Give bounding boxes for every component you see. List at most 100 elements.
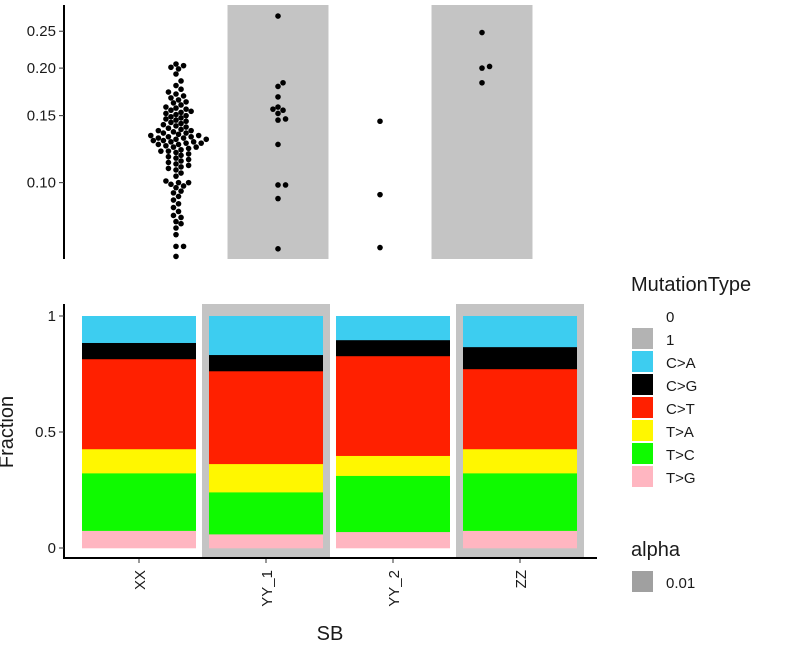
data-point-XX bbox=[173, 105, 179, 111]
data-point-XX bbox=[163, 142, 169, 149]
data-point-YY_1 bbox=[282, 116, 289, 122]
data-point-XX bbox=[175, 193, 182, 200]
bar-segment-XX-T>C bbox=[82, 473, 196, 531]
data-point-XX bbox=[185, 145, 192, 152]
y-tick-label: 0 bbox=[48, 540, 56, 557]
data-point-XX bbox=[155, 135, 162, 141]
y-tick-label: 0.25 bbox=[27, 23, 56, 40]
legend-key-C>A bbox=[632, 351, 653, 372]
legend-key-1 bbox=[632, 328, 653, 349]
data-point-YY_1 bbox=[270, 106, 276, 112]
data-point-XX bbox=[178, 146, 184, 153]
x-tick-label: ZZ bbox=[513, 570, 530, 588]
y-tick-label: 0.20 bbox=[27, 60, 56, 77]
legend-label: T>G bbox=[666, 470, 696, 487]
data-point-YY_1 bbox=[275, 83, 281, 90]
bar-segment-YY_2-T>A bbox=[336, 455, 450, 476]
bar-segment-ZZ-T>C bbox=[463, 473, 577, 531]
data-point-XX bbox=[188, 127, 194, 134]
data-point-XX bbox=[158, 148, 164, 154]
data-point-XX bbox=[160, 130, 167, 136]
data-point-YY_2 bbox=[377, 244, 383, 251]
data-point-XX bbox=[173, 61, 179, 67]
data-point-XX bbox=[178, 158, 184, 164]
legend-label: 1 bbox=[666, 332, 674, 349]
data-point-XX bbox=[165, 133, 172, 140]
data-point-XX bbox=[180, 93, 187, 99]
data-point-XX bbox=[178, 120, 184, 127]
legend-label: C>G bbox=[666, 378, 697, 395]
bar-segment-YY_2-C>G bbox=[336, 339, 450, 357]
data-point-XX bbox=[173, 243, 179, 250]
data-point-YY_2 bbox=[377, 118, 383, 125]
data-point-XX bbox=[185, 156, 192, 163]
bar-segment-XX-T>G bbox=[82, 530, 196, 549]
data-point-XX bbox=[185, 179, 192, 186]
legend-key-alpha bbox=[632, 571, 653, 592]
data-point-XX bbox=[170, 197, 177, 203]
data-point-XX bbox=[185, 151, 192, 157]
bar-segment-ZZ-T>A bbox=[463, 448, 577, 474]
data-point-XX bbox=[160, 121, 167, 128]
data-point-XX bbox=[190, 139, 197, 145]
bar-segment-XX-C>A bbox=[82, 316, 196, 343]
x-axis-title: SB bbox=[317, 623, 344, 645]
data-point-XX bbox=[165, 89, 172, 95]
y-tick-label: 0.5 bbox=[35, 424, 56, 441]
data-point-XX bbox=[178, 214, 184, 221]
data-point-XX bbox=[155, 141, 162, 148]
data-point-XX bbox=[188, 133, 194, 140]
data-point-XX bbox=[173, 136, 179, 143]
data-point-XX bbox=[168, 64, 174, 71]
data-point-XX bbox=[168, 139, 174, 145]
bar-segment-XX-T>A bbox=[82, 448, 196, 474]
bar-segment-YY_1-T>G bbox=[209, 534, 323, 549]
y-axis-title: Fraction bbox=[0, 396, 18, 468]
x-tick-label: XX bbox=[132, 570, 149, 590]
data-point-YY_1 bbox=[275, 195, 281, 202]
data-point-XX bbox=[165, 153, 172, 160]
data-point-XX bbox=[163, 178, 169, 184]
bar-segment-ZZ-C>G bbox=[463, 346, 577, 370]
data-point-XX bbox=[173, 82, 179, 89]
data-point-XX bbox=[163, 116, 169, 122]
data-point-XX bbox=[178, 115, 184, 121]
data-point-XX bbox=[183, 140, 189, 146]
stacked-bar-panel: XX YY_1 YY_2 ZZ 0 0.5 1 bbox=[35, 304, 597, 607]
data-point-XX bbox=[165, 159, 172, 166]
data-point-XX bbox=[198, 140, 204, 146]
legend-key-T>G bbox=[632, 466, 653, 487]
data-point-XX bbox=[178, 109, 184, 116]
data-point-XX bbox=[155, 127, 162, 134]
data-point-XX bbox=[183, 112, 189, 119]
data-point-XX bbox=[173, 155, 179, 161]
data-point-XX bbox=[173, 117, 179, 123]
data-point-XX bbox=[180, 135, 187, 141]
data-point-XX bbox=[175, 200, 182, 207]
bar-segment-YY_2-T>G bbox=[336, 531, 450, 549]
legend-label: C>T bbox=[666, 401, 695, 418]
data-point-XX bbox=[173, 111, 179, 118]
bar-segment-ZZ-C>T bbox=[463, 368, 577, 450]
data-point-XX bbox=[185, 162, 192, 169]
legend-label: T>C bbox=[666, 447, 695, 464]
data-point-XX bbox=[170, 204, 177, 211]
legend-title-alpha: alpha bbox=[631, 539, 681, 561]
data-point-YY_1 bbox=[275, 246, 281, 252]
beeswarm-panel: 0.10 0.15 0.20 0.25 bbox=[27, 5, 533, 260]
data-point-YY_1 bbox=[280, 107, 286, 114]
data-point-ZZ bbox=[486, 63, 493, 70]
data-point-XX bbox=[168, 113, 174, 120]
data-point-XX bbox=[173, 231, 179, 238]
data-point-YY_1 bbox=[275, 104, 281, 110]
data-point-XX bbox=[165, 148, 172, 154]
data-point-XX bbox=[165, 165, 172, 172]
data-point-XX bbox=[168, 119, 174, 126]
bar-segment-YY_1-T>A bbox=[209, 463, 323, 493]
legend-label: 0 bbox=[666, 309, 674, 326]
data-point-YY_1 bbox=[275, 182, 281, 188]
bar-segment-ZZ-C>A bbox=[463, 316, 577, 348]
data-point-XX bbox=[178, 170, 184, 176]
data-point-XX bbox=[178, 220, 184, 227]
